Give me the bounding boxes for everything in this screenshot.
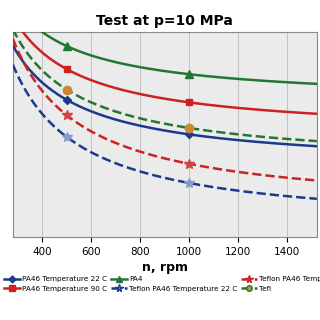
Legend: PA46 Temperature 22 C, PA46 Temperature 90 C, PA4, Teflon PA46 Temperature 22 C,: PA46 Temperature 22 C, PA46 Temperature … <box>4 276 320 292</box>
Title: Test at p=10 MPa: Test at p=10 MPa <box>96 14 233 28</box>
X-axis label: n, rpm: n, rpm <box>142 261 188 274</box>
